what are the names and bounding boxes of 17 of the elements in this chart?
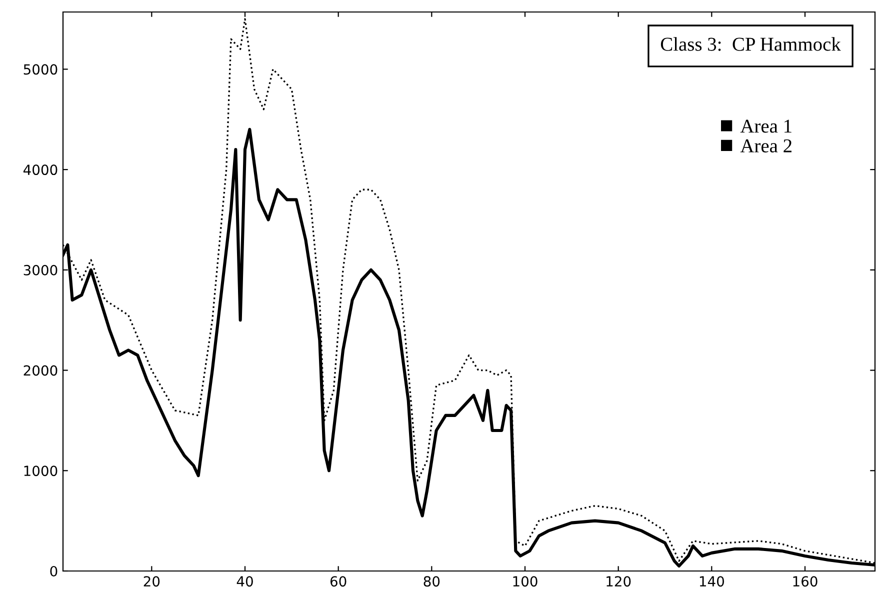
y-tick-label: 0 <box>50 566 58 576</box>
x-tick-label: 100 <box>513 576 538 587</box>
text: Class 3: CP Hammock <box>660 37 841 51</box>
legend-label: Area 1 <box>740 120 792 133</box>
y-tick-label: 2000 <box>24 365 58 376</box>
x-tick-label: 80 <box>424 576 440 587</box>
x-tick-label: 120 <box>606 576 631 587</box>
x-tick-label: 160 <box>793 576 818 587</box>
y-tick-label: 5000 <box>24 64 58 75</box>
x-tick-label: 20 <box>144 576 160 587</box>
x-tick-label: 40 <box>236 576 253 587</box>
x-tick-label: 60 <box>330 576 346 587</box>
y-tick-label: 1000 <box>24 466 58 476</box>
x-tick-label: 140 <box>700 576 724 587</box>
y-tick-label: 3000 <box>24 264 58 276</box>
legend-label: Area 2 <box>740 139 792 152</box>
y-tick-label: 4000 <box>23 164 58 176</box>
